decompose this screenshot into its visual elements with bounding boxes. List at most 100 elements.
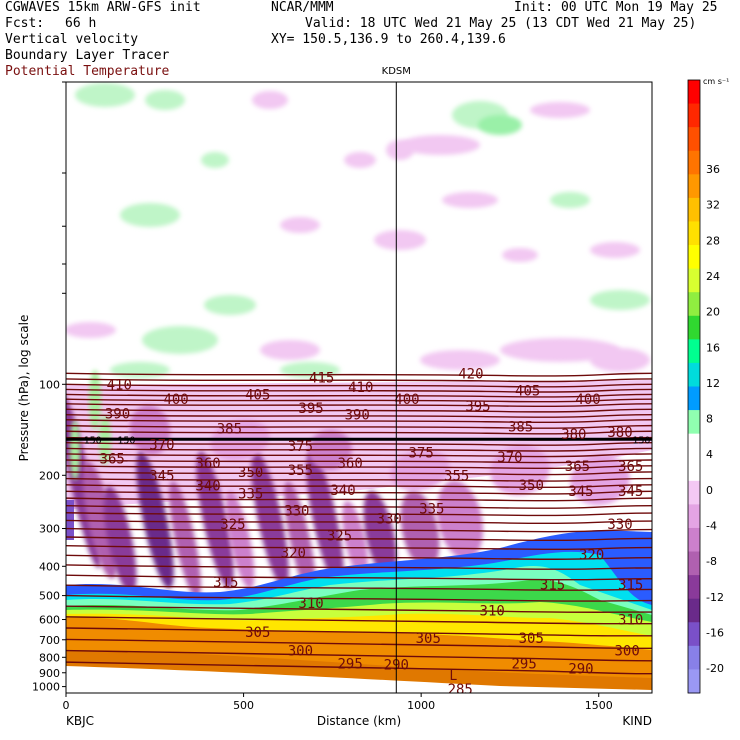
theta-label-text: 315 (213, 575, 238, 591)
velocity-blob (386, 140, 414, 160)
theta-label: 350 (238, 465, 263, 481)
colorbar-swatch (688, 362, 700, 387)
wave-ascent-lobe (70, 420, 80, 480)
theta-label: 305 (519, 631, 544, 647)
theta-contour (66, 453, 652, 458)
theta-label-text: 390 (345, 408, 370, 424)
wave-column (436, 480, 484, 560)
theta-label: 355 (444, 468, 469, 484)
cross-section-endpoints: XY= 150.5,136.9 to 260.4,139.6 (271, 32, 506, 47)
colorbar-tick-label: 8 (706, 413, 713, 426)
velocity-blob (590, 348, 650, 372)
theta-label-text: 295 (337, 657, 362, 673)
field-potential-temperature: Potential Temperature (5, 64, 170, 79)
low-pressure-marker: L (449, 669, 457, 684)
theta-label: 335 (238, 487, 263, 503)
colorbar-swatch (688, 433, 700, 458)
velocity-blob (252, 91, 288, 109)
y-tick-label: 700 (39, 634, 60, 647)
theta-contour (66, 627, 652, 637)
theta-label: 390 (345, 408, 370, 424)
theta-label-text: 380 (561, 427, 586, 443)
velocity-blob (280, 217, 320, 233)
theta-label: 370 (149, 437, 174, 453)
theta-label-text: 400 (575, 392, 600, 408)
theta-label-text: 340 (195, 478, 220, 494)
theta-label-text: 300 (288, 644, 313, 660)
theta-contour (66, 441, 652, 446)
theta-label-text: 345 (149, 468, 174, 484)
theta-label: 380 (561, 427, 586, 443)
theta-label: 330 (377, 512, 402, 528)
theta-label-text: 320 (281, 545, 306, 561)
velocity-blob (260, 340, 320, 360)
theta-label: 365 (100, 452, 125, 468)
theta-contour (66, 413, 652, 418)
theta-label-text: 390 (105, 407, 130, 423)
x-tick-label: 1500 (585, 699, 613, 712)
colorbar-swatch (688, 268, 700, 293)
velocity-blob (478, 115, 522, 135)
y-tick-label: 100 (39, 378, 60, 391)
theta-label-text: 355 (444, 468, 469, 484)
velocity-blob (374, 230, 426, 250)
theta-label: 375 (409, 445, 434, 461)
init-time: Init: 00 UTC Mon 19 May 25 (514, 0, 718, 15)
velocity-blob (530, 102, 590, 118)
theta-label-text: 295 (511, 657, 536, 673)
field-vertical-velocity: Vertical velocity (5, 32, 139, 47)
theta-contour (66, 616, 652, 625)
theta-contour (66, 459, 652, 464)
colorbar: 36 32 28 24 20 16 12 8 4 0 -4 -8 -12 -16 -20 (687, 79, 724, 694)
colorbar-swatch (688, 103, 700, 128)
theta-label: 410 (107, 377, 132, 393)
colorbar-swatch (688, 221, 700, 246)
station-label-kdsm: KDSM (382, 66, 411, 77)
colorbar-swatch (688, 669, 700, 694)
theta-label: 325 (327, 528, 352, 544)
x-tick-label: 500 (233, 699, 254, 712)
theta-label-text: 310 (298, 596, 323, 612)
theta-label-text: 290 (568, 661, 593, 677)
theta-label: 385 (217, 421, 242, 437)
theta-label: 350 (519, 478, 544, 494)
theta-label-text: 395 (298, 401, 323, 417)
y-axis-label: Pressure (hPa), log scale (17, 315, 31, 462)
theta-contour (66, 408, 652, 413)
theta-contour-labels: 420 415 410 410 405 405 400 400 400 395 395 390 390 3… (84, 366, 651, 693)
theta-label-text: 325 (327, 528, 352, 544)
velocity-blob (500, 338, 620, 362)
velocity-blob (201, 152, 229, 168)
theta-label-text: 420 (458, 366, 483, 382)
theta-label: 300 (288, 644, 313, 660)
theta-label-text: 315 (618, 578, 643, 594)
colorbar-tick-label: 20 (706, 306, 720, 319)
theta-label-text: 365 (618, 459, 643, 475)
theta-contour (66, 430, 652, 435)
plot-frame (65, 81, 653, 694)
colorbar-swatch (688, 292, 700, 317)
colorbar-tick-label: 28 (706, 234, 720, 247)
colorbar-tick-label: 12 (706, 377, 720, 390)
colorbar-tick-label: 16 (706, 341, 720, 354)
wave-column (225, 491, 255, 589)
theta-label-text: 310 (480, 603, 505, 619)
theta-contour (66, 419, 652, 424)
velocity-blob (344, 152, 376, 168)
theta-label: 415 (309, 371, 334, 387)
theta-label-text: 315 (540, 578, 565, 594)
theta-contour (66, 471, 652, 476)
theta-contour (66, 372, 652, 377)
theta-label: 400 (575, 392, 600, 408)
theta-label: 355 (288, 463, 313, 479)
theta-label: 410 (348, 380, 373, 396)
theta-label-text: 330 (284, 504, 309, 520)
theta-contour (66, 504, 652, 509)
theta-label: 390 (105, 407, 130, 423)
theta-label: 375 (288, 439, 313, 455)
theta-label: 360 (195, 456, 220, 472)
theta-contour (66, 605, 652, 614)
x-tick-label: 1000 (407, 699, 435, 712)
theta-contour (66, 661, 652, 675)
